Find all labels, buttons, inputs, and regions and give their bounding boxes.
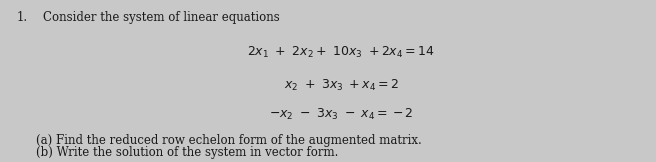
Text: $x_2 \ + \ 3x_3 \ +x_4 = 2$: $x_2 \ + \ 3x_3 \ +x_4 = 2$ (283, 78, 399, 93)
Text: $2x_1 \ + \ 2x_2 + \ 10x_3 \ + 2x_4 = 14$: $2x_1 \ + \ 2x_2 + \ 10x_3 \ + 2x_4 = 14… (247, 45, 435, 60)
Text: Consider the system of linear equations: Consider the system of linear equations (43, 11, 279, 24)
Text: (b) Write the solution of the system in vector form.: (b) Write the solution of the system in … (36, 146, 338, 159)
Text: $-x_2 \ - \ 3x_3 \ - \ x_4 = -2$: $-x_2 \ - \ 3x_3 \ - \ x_4 = -2$ (269, 107, 413, 122)
Text: 1.: 1. (16, 11, 28, 24)
Text: (a) Find the reduced row echelon form of the augmented matrix.: (a) Find the reduced row echelon form of… (36, 134, 422, 147)
